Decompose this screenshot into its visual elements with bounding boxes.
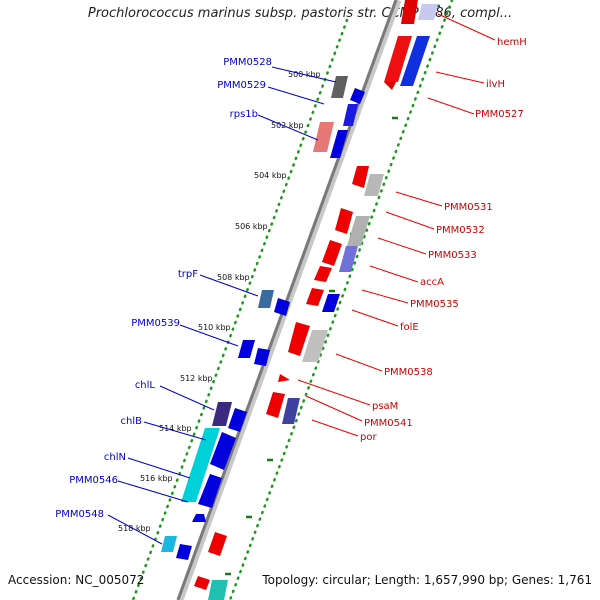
gene-block [343, 104, 358, 126]
gene-block [208, 532, 227, 556]
gene-label-hemh: hemH [497, 37, 527, 48]
scale-label: 510 kbp [198, 323, 231, 332]
gene-block [181, 428, 220, 502]
gene-label-pmm0529: PMM0529 [217, 80, 266, 91]
gene-block [322, 240, 342, 266]
gene-block [254, 348, 270, 366]
gene-label-por: por [360, 432, 377, 443]
gene-block [331, 76, 348, 98]
gene-block [228, 408, 247, 432]
gene-block [384, 36, 412, 82]
genome-backbone [176, 0, 402, 600]
scale-label: 514 kbp [159, 424, 192, 433]
gene-label-acca: accA [420, 277, 444, 288]
gene-block [339, 246, 358, 272]
gene-label-ilvh: ilvH [486, 79, 505, 90]
gene-block [161, 536, 177, 552]
scale-ticks [225, 4, 440, 576]
gene-block [335, 208, 353, 234]
gene-block [210, 432, 236, 470]
gene-label-pmm0532: PMM0532 [436, 225, 485, 236]
gene-label-pmm0539: PMM0539 [131, 318, 180, 329]
forward-gene-labels[interactable]: PMM0528 PMM0529 rps1b trpF PMM0539 chlL … [55, 57, 272, 520]
accession-label: Accession: NC_005072 [8, 573, 145, 587]
gene-block [288, 322, 310, 356]
gene-block [258, 290, 274, 308]
gene-block [347, 216, 370, 246]
gene-block [282, 398, 300, 424]
gene-block [384, 82, 396, 90]
scale-track-right [228, 0, 454, 600]
gene-label-chln: chlN [104, 452, 126, 463]
gene-block [176, 544, 192, 560]
reverse-gene-leaders [297, 13, 496, 437]
gene-label-rps1b: rps1b [230, 109, 258, 120]
gene-block [313, 122, 334, 152]
scale-track-left [131, 18, 349, 600]
scale-label: 508 kbp [217, 273, 250, 282]
gene-block [314, 266, 332, 282]
scale-label: 504 kbp [254, 171, 287, 180]
forward-gene-blocks[interactable] [161, 76, 365, 600]
gene-block [238, 340, 255, 358]
gene-label-pmm0541: PMM0541 [364, 418, 413, 429]
gene-label-chll: chlL [135, 380, 156, 391]
gene-label-psam: psaM [372, 401, 398, 412]
gene-label-pmm0528: PMM0528 [223, 57, 272, 68]
gene-block [401, 0, 418, 24]
gene-block [278, 374, 290, 382]
gene-label-pmm0531: PMM0531 [444, 202, 493, 213]
gene-block [352, 166, 369, 188]
gene-label-pmm0533: PMM0533 [428, 250, 477, 261]
gene-label-pmm0535: PMM0535 [410, 299, 459, 310]
gene-block [400, 36, 430, 86]
gene-label-trpf: trpF [178, 269, 198, 280]
gene-block [266, 392, 285, 418]
genome-info-label: Topology: circular; Length: 1,657,990 bp… [262, 573, 592, 587]
scale-label: 506 kbp [235, 222, 268, 231]
gene-block [418, 4, 438, 20]
gene-label-pmm0548: PMM0548 [55, 509, 104, 520]
scale-label: 502 kbp [271, 121, 304, 130]
gene-block [306, 288, 324, 306]
gene-block [198, 474, 222, 508]
gene-label-fole: folE [400, 322, 419, 333]
forward-gene-leaders [107, 66, 337, 545]
gene-block [350, 88, 365, 104]
scale-label: 518 kbp [118, 524, 151, 533]
gene-block [212, 402, 232, 426]
gene-label-chlb: chlB [121, 416, 143, 427]
gene-block [194, 576, 210, 590]
reverse-gene-labels[interactable]: hemH ilvH PMM0527 PMM0531 PMM0532 PMM053… [360, 37, 527, 443]
reverse-gene-blocks[interactable] [194, 0, 438, 590]
gene-block [274, 298, 290, 316]
gene-block [208, 580, 228, 600]
scale-label: 516 kbp [140, 474, 173, 483]
gene-block [322, 294, 340, 312]
gene-label-pmm0538: PMM0538 [384, 367, 433, 378]
gene-label-pmm0546: PMM0546 [69, 475, 118, 486]
gene-block [302, 330, 328, 362]
gene-block [330, 130, 348, 158]
gene-label-pmm0527: PMM0527 [475, 109, 524, 120]
gene-block [192, 514, 206, 522]
scale-label: 512 kbp [180, 374, 213, 383]
gene-block [364, 174, 384, 196]
